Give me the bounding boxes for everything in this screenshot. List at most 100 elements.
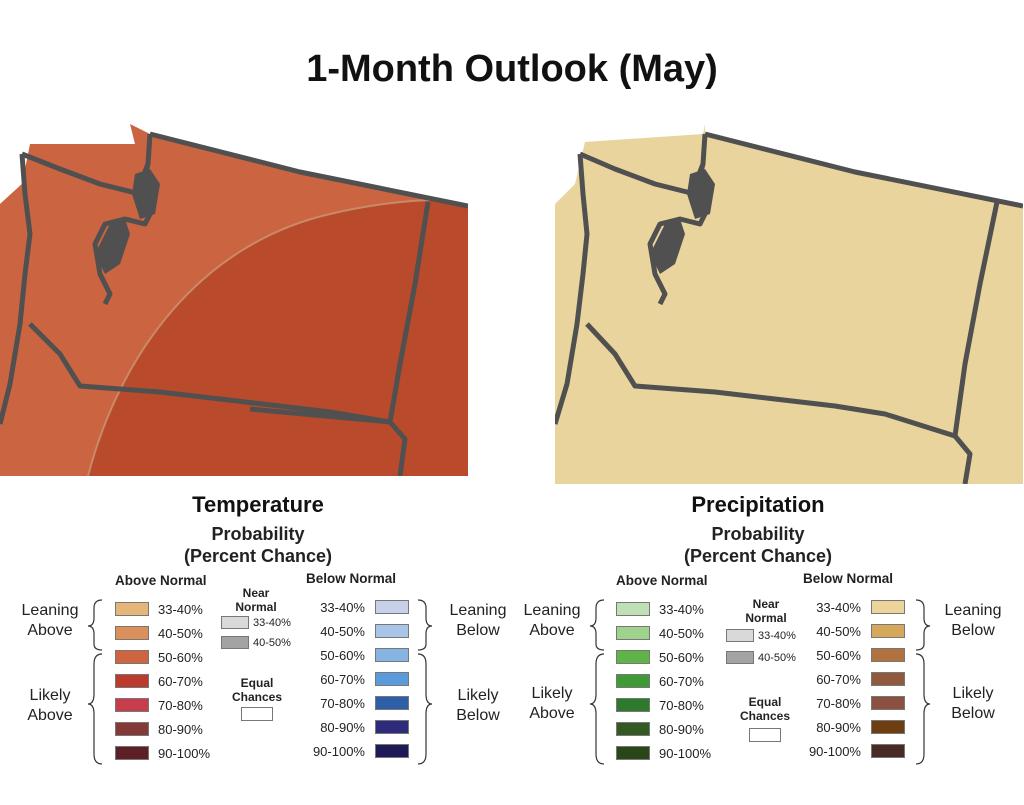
precipitation-below-normal-row: 70-80% xyxy=(803,694,905,712)
temperature-above-normal-swatch xyxy=(115,698,149,712)
precipitation-below-normal-swatch xyxy=(871,648,905,662)
temperature-above-normal-swatch xyxy=(115,722,149,736)
temperature-above-normal-row: 60-70% xyxy=(115,672,203,690)
precipitation-leaning-above-label: Leaning Above xyxy=(523,602,581,639)
precipitation-equal-chances-swatch xyxy=(749,728,781,742)
temperature-below-normal-label: 50-60% xyxy=(320,647,365,663)
precipitation-above-normal-swatch xyxy=(616,722,650,736)
precipitation-above-normal-swatch xyxy=(616,602,650,616)
precipitation-below-normal-label: 60-70% xyxy=(816,671,861,687)
precipitation-near-normal-swatch xyxy=(726,629,754,642)
temperature-below-normal-row: 80-90% xyxy=(307,718,409,736)
temperature-near-normal-swatch xyxy=(221,616,249,629)
precipitation-above-normal-row: 50-60% xyxy=(616,648,704,666)
precipitation-above-normal-swatch xyxy=(616,746,650,760)
precipitation-above-normal-label: 80-90% xyxy=(659,721,704,737)
precipitation-below-normal-header: Below Normal xyxy=(803,571,894,586)
precipitation-likely-above-label: Likely Above xyxy=(529,685,575,722)
precipitation-probability-label: Probability xyxy=(711,524,805,544)
precipitation-near-normal-row: 40-50% xyxy=(726,651,796,664)
precipitation-below-normal-label: 50-60% xyxy=(816,647,861,663)
temperature-above-normal-label: 70-80% xyxy=(158,697,203,713)
temperature-likely-below-label: Likely Below xyxy=(456,687,500,724)
temperature-above-normal-label: 80-90% xyxy=(158,721,203,737)
precipitation-right-braces xyxy=(915,599,931,765)
precipitation-likely-below-label: Likely Below xyxy=(951,685,995,722)
temperature-below-normal-swatch xyxy=(375,720,409,734)
temperature-below-normal-swatch xyxy=(375,648,409,662)
temperature-above-normal-row: 90-100% xyxy=(115,744,210,762)
temperature-likely-region xyxy=(88,199,468,476)
temperature-above-normal-label: 40-50% xyxy=(158,625,203,641)
precipitation-above-normal-swatch xyxy=(616,674,650,688)
temperature-below-normal-label: 80-90% xyxy=(320,719,365,735)
temperature-above-normal-swatch xyxy=(115,602,149,616)
temperature-above-normal-row: 80-90% xyxy=(115,720,203,738)
temperature-below-normal-row: 40-50% xyxy=(307,622,409,640)
precipitation-map xyxy=(555,124,1023,484)
temperature-above-normal-label: 90-100% xyxy=(158,745,211,761)
precipitation-near-normal-label: 40-50% xyxy=(758,651,796,664)
precipitation-above-normal-label: 90-100% xyxy=(659,745,712,761)
temperature-map xyxy=(0,124,468,476)
precipitation-above-normal-swatch xyxy=(616,650,650,664)
precipitation-near-normal-swatch xyxy=(726,651,754,664)
precipitation-below-normal-row: 50-60% xyxy=(803,646,905,664)
temperature-left-braces xyxy=(87,599,103,765)
temperature-above-normal-swatch xyxy=(115,674,149,688)
precipitation-percent-label: (Percent Chance) xyxy=(683,546,833,566)
temperature-above-normal-row: 33-40% xyxy=(115,600,203,618)
precipitation-below-normal-swatch xyxy=(871,744,905,758)
precipitation-above-normal-row: 90-100% xyxy=(616,744,711,762)
precipitation-below-normal-swatch xyxy=(871,672,905,686)
precipitation-above-normal-row: 33-40% xyxy=(616,600,704,618)
temperature-near-normal-label: 40-50% xyxy=(253,636,291,649)
precipitation-below-normal-row: 80-90% xyxy=(803,718,905,736)
temperature-below-normal-label: 33-40% xyxy=(320,599,365,615)
temperature-probability-label: Probability xyxy=(211,524,305,544)
temperature-equal-chances-swatch xyxy=(241,707,273,721)
precipitation-above-normal-label: 50-60% xyxy=(659,649,704,665)
precipitation-above-normal-swatch xyxy=(616,626,650,640)
puget-sound-islands xyxy=(95,169,160,274)
precipitation-above-normal-row: 40-50% xyxy=(616,624,704,642)
precipitation-below-normal-swatch xyxy=(871,600,905,614)
temperature-above-normal-label: 60-70% xyxy=(158,673,203,689)
precipitation-above-normal-label: 33-40% xyxy=(659,601,704,617)
precipitation-left-braces xyxy=(589,599,605,765)
temperature-below-normal-label: 60-70% xyxy=(320,671,365,687)
temperature-leaning-below-label: Leaning Below xyxy=(449,602,507,639)
temperature-above-normal-row: 70-80% xyxy=(115,696,203,714)
precipitation-above-normal-swatch xyxy=(616,698,650,712)
temperature-below-normal-row: 70-80% xyxy=(307,694,409,712)
precipitation-leaning-below-label: Leaning Below xyxy=(944,602,1002,639)
precipitation-equal-chances-header: Equal Chances xyxy=(739,695,791,723)
precipitation-below-normal-label: 33-40% xyxy=(816,599,861,615)
temperature-near-normal-label: 33-40% xyxy=(253,616,291,629)
precipitation-below-normal-label: 90-100% xyxy=(808,743,861,759)
precipitation-below-normal-swatch xyxy=(871,624,905,638)
temperature-below-normal-row: 60-70% xyxy=(307,670,409,688)
precipitation-near-normal-header: Near Normal xyxy=(745,597,787,625)
precipitation-below-normal-label: 40-50% xyxy=(816,623,861,639)
temperature-below-normal-swatch xyxy=(375,744,409,758)
precipitation-near-normal-label: 33-40% xyxy=(758,629,796,642)
temperature-below-normal-label: 90-100% xyxy=(312,743,365,759)
precipitation-below-normal-label: 70-80% xyxy=(816,695,861,711)
temperature-above-normal-header: Above Normal xyxy=(115,573,207,588)
temperature-near-normal-row: 33-40% xyxy=(221,616,291,629)
temperature-above-normal-row: 40-50% xyxy=(115,624,203,642)
precipitation-below-normal-swatch xyxy=(871,720,905,734)
temperature-near-normal-swatch xyxy=(221,636,249,649)
temperature-below-normal-row: 33-40% xyxy=(307,598,409,616)
precipitation-below-normal-row: 33-40% xyxy=(803,598,905,616)
precipitation-above-normal-header: Above Normal xyxy=(616,573,708,588)
temperature-below-normal-header: Below Normal xyxy=(306,571,397,586)
precipitation-below-normal-swatch xyxy=(871,696,905,710)
temperature-above-normal-label: 33-40% xyxy=(158,601,203,617)
temperature-near-normal-row: 40-50% xyxy=(221,636,291,649)
precipitation-above-normal-label: 70-80% xyxy=(659,697,704,713)
precipitation-below-normal-row: 90-100% xyxy=(803,742,905,760)
precipitation-below-normal-label: 80-90% xyxy=(816,719,861,735)
precipitation-above-normal-row: 60-70% xyxy=(616,672,704,690)
